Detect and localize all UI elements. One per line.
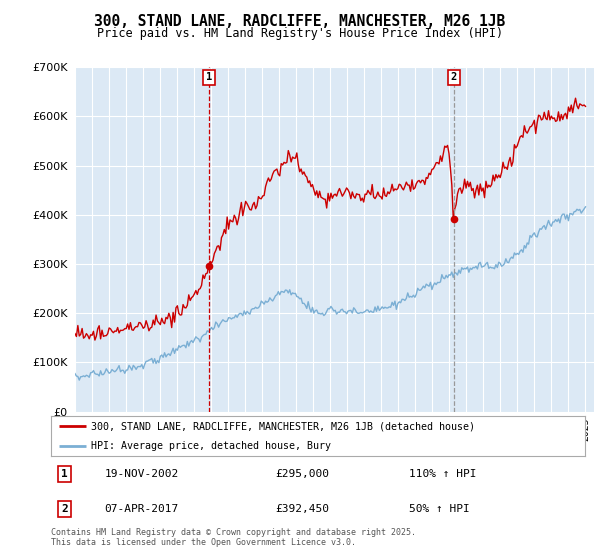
Text: 300, STAND LANE, RADCLIFFE, MANCHESTER, M26 1JB: 300, STAND LANE, RADCLIFFE, MANCHESTER, … xyxy=(94,14,506,29)
Text: 300, STAND LANE, RADCLIFFE, MANCHESTER, M26 1JB (detached house): 300, STAND LANE, RADCLIFFE, MANCHESTER, … xyxy=(91,421,475,431)
Text: 1: 1 xyxy=(61,469,68,479)
Text: 2: 2 xyxy=(61,504,68,514)
Text: Contains HM Land Registry data © Crown copyright and database right 2025.
This d: Contains HM Land Registry data © Crown c… xyxy=(51,528,416,547)
Text: 2: 2 xyxy=(451,72,457,82)
Text: Price paid vs. HM Land Registry's House Price Index (HPI): Price paid vs. HM Land Registry's House … xyxy=(97,27,503,40)
Text: £295,000: £295,000 xyxy=(275,469,329,479)
Text: 1: 1 xyxy=(206,72,212,82)
Text: £392,450: £392,450 xyxy=(275,504,329,514)
Text: 50% ↑ HPI: 50% ↑ HPI xyxy=(409,504,470,514)
Text: 19-NOV-2002: 19-NOV-2002 xyxy=(104,469,179,479)
Text: HPI: Average price, detached house, Bury: HPI: Average price, detached house, Bury xyxy=(91,441,331,451)
Text: 07-APR-2017: 07-APR-2017 xyxy=(104,504,179,514)
Text: 110% ↑ HPI: 110% ↑ HPI xyxy=(409,469,476,479)
